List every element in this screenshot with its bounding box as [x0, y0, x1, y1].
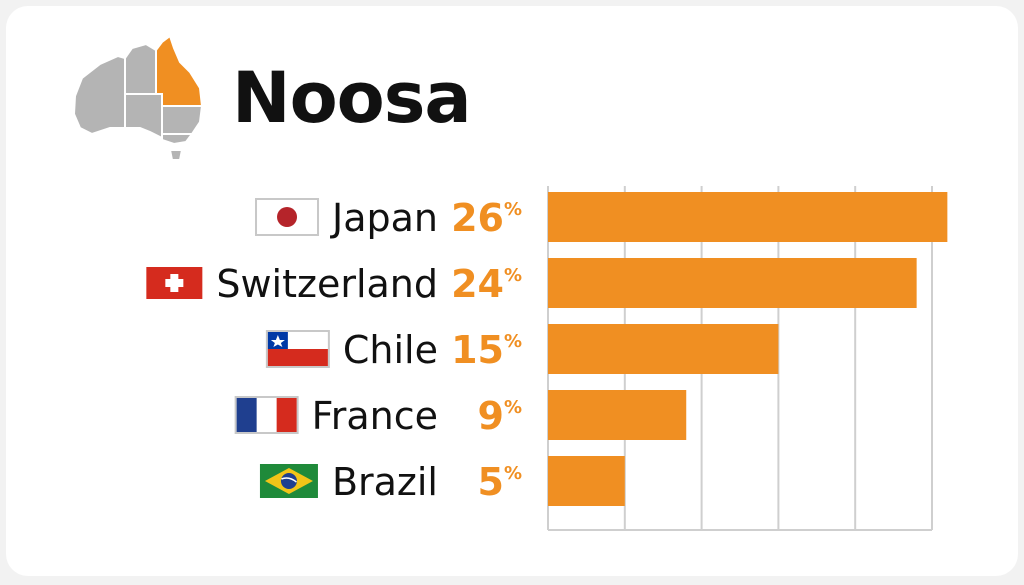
category-label: Chile	[343, 328, 438, 372]
japan-flag-icon	[255, 198, 320, 236]
bar-france	[548, 390, 687, 440]
category-label: Brazil	[332, 460, 438, 504]
bar-switzerland	[548, 258, 917, 308]
map-region-tas	[168, 149, 184, 161]
chart-bars	[548, 192, 948, 506]
map-region-nsw	[161, 105, 204, 135]
category-label: Switzerland	[216, 262, 438, 306]
bar-japan	[548, 192, 948, 242]
data-label: 26%	[451, 196, 522, 240]
category-label: Japan	[330, 196, 438, 240]
map-region-vic	[161, 133, 194, 146]
map-region-qld	[155, 36, 204, 107]
australia-map-icon	[72, 36, 204, 161]
page-title: Noosa	[232, 57, 472, 139]
bar-chile	[548, 324, 779, 374]
data-label: 5%	[478, 460, 523, 504]
brazil-flag-icon	[259, 464, 318, 498]
chart-flags	[146, 198, 330, 498]
category-label: France	[312, 394, 438, 438]
data-label: 15%	[451, 328, 522, 372]
chile-flag-icon	[265, 330, 330, 368]
france-flag-icon	[234, 396, 299, 434]
bar-brazil	[548, 456, 625, 506]
data-label: 9%	[478, 394, 523, 438]
chart-labels: 26% Japan 24% Switzerland 15% Chile 9% France 5%…	[216, 196, 522, 504]
switzerland-flag-icon	[146, 267, 203, 299]
data-label: 24%	[451, 262, 522, 306]
